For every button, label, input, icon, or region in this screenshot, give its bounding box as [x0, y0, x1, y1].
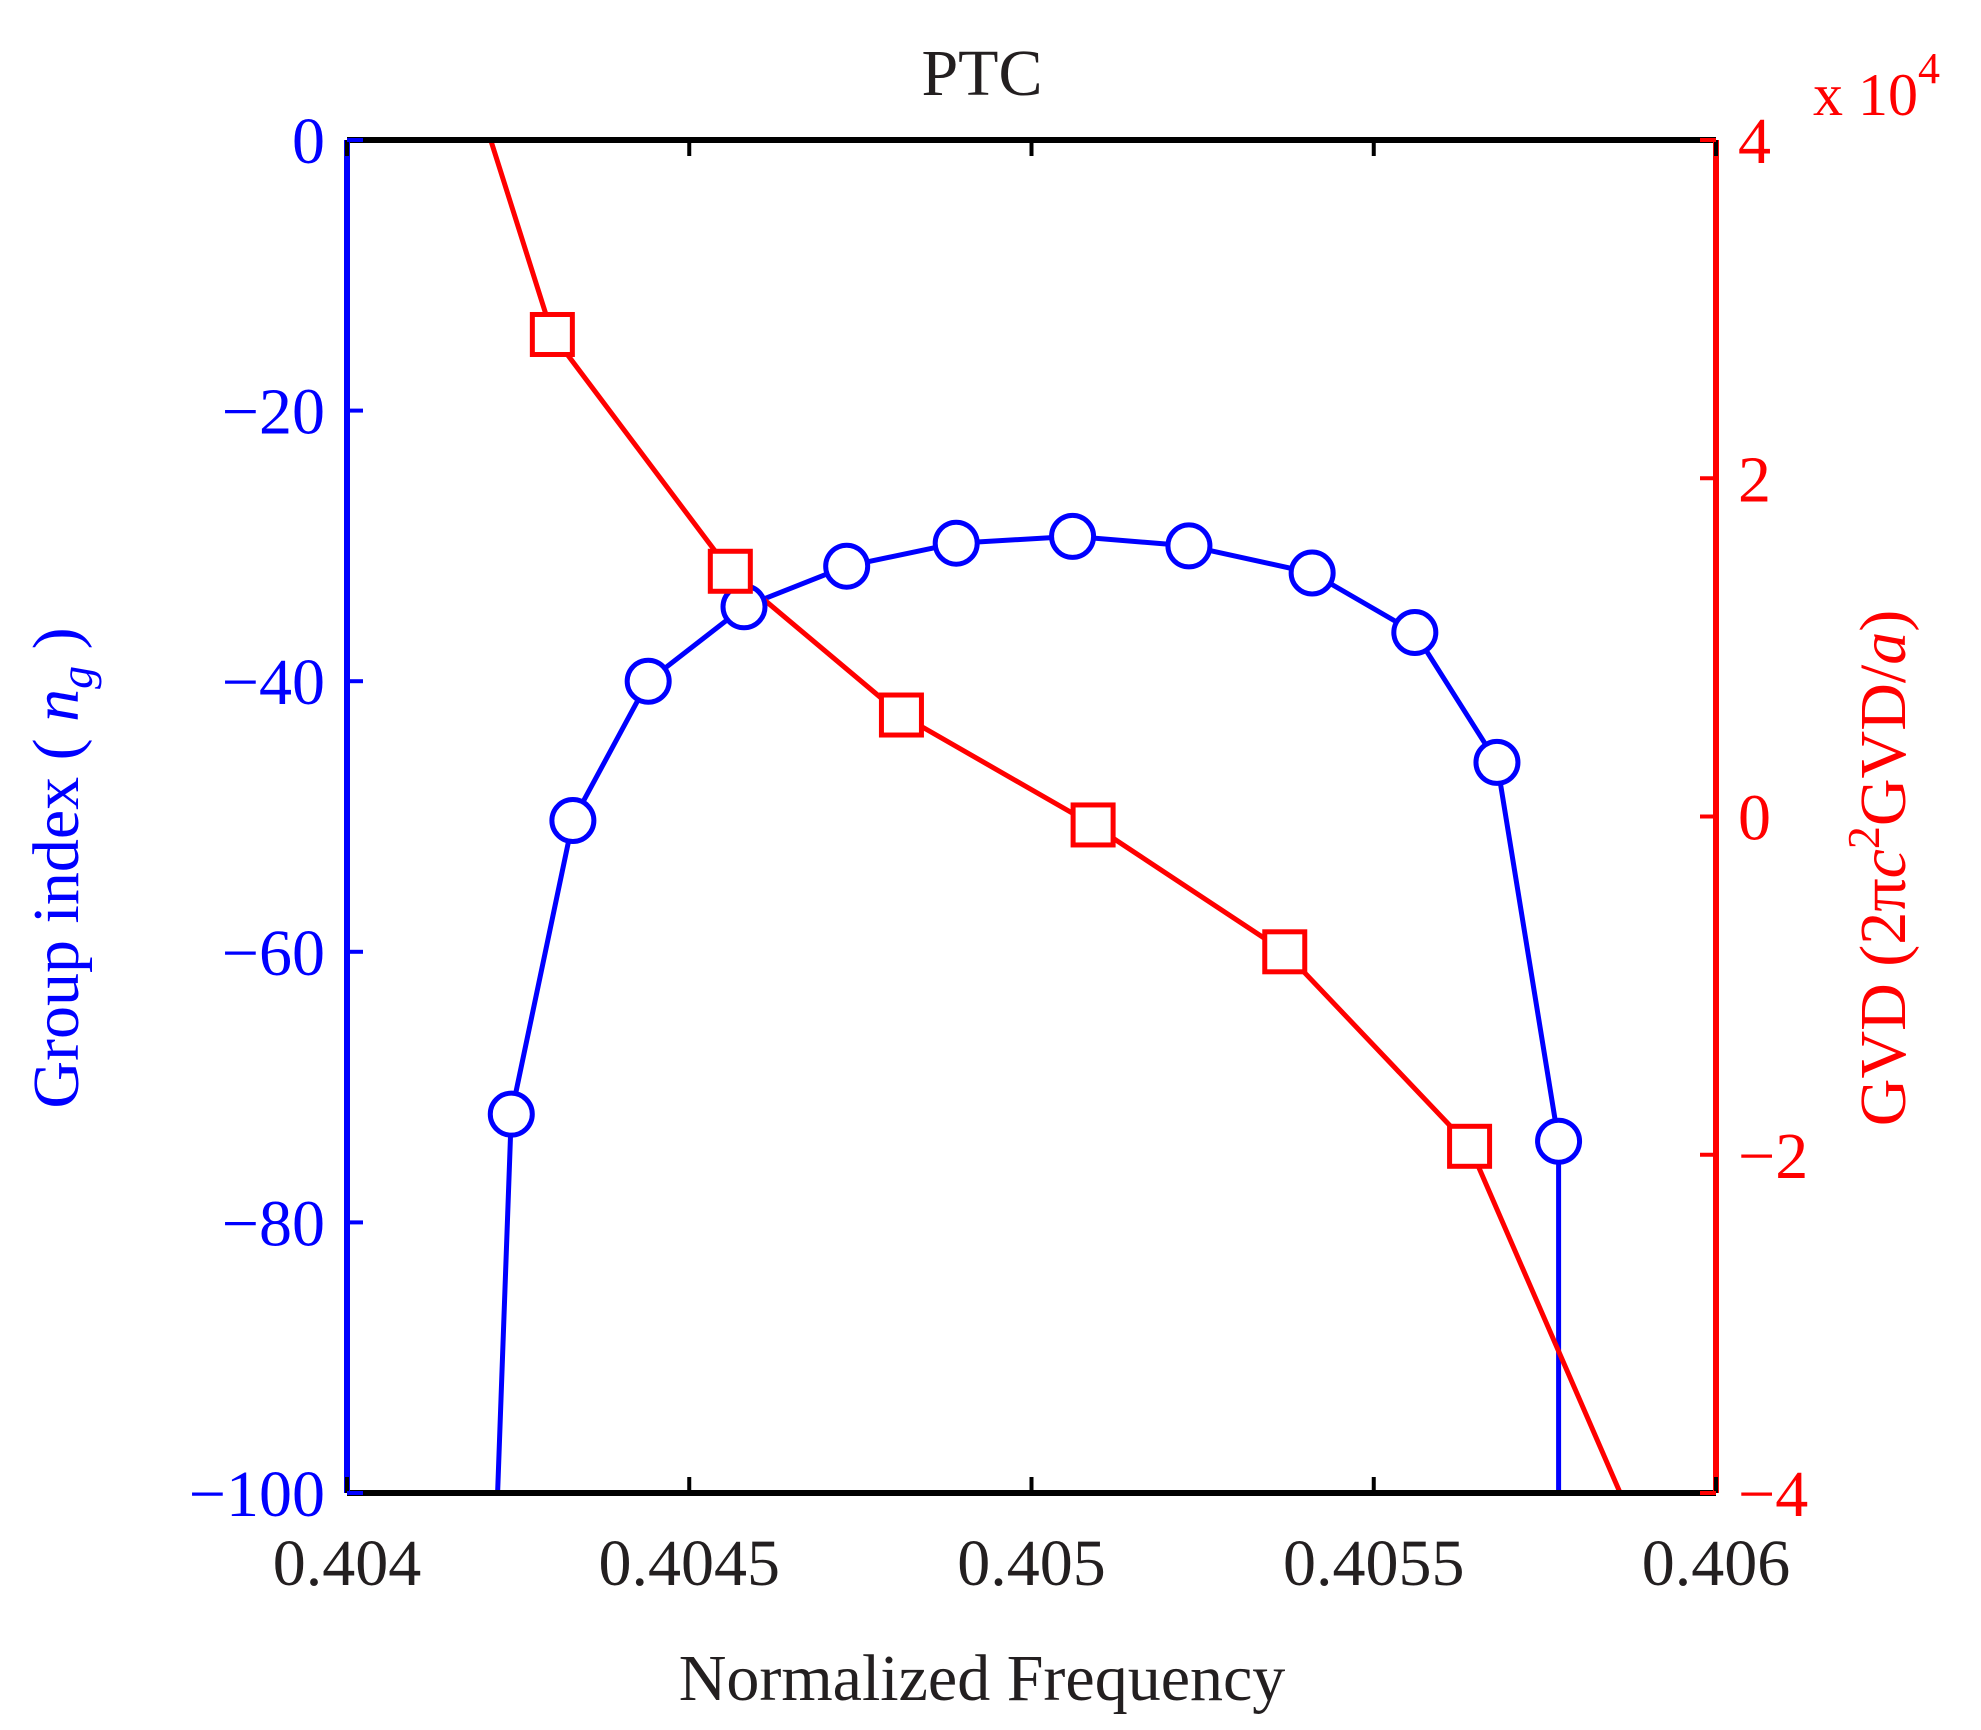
- left-y-tick-label: −80: [222, 1187, 325, 1260]
- group-index-point: [549, 797, 597, 845]
- gvd-point: [1447, 1123, 1493, 1169]
- gvd-point: [1262, 929, 1308, 975]
- right-y-tick-label: 2: [1738, 443, 1771, 516]
- right-axis-label-gvd: GVD/: [1847, 664, 1920, 826]
- right-axis-label-suffix: ): [1847, 610, 1920, 632]
- x-tick-label: 0.405: [957, 1527, 1106, 1600]
- group-index-point: [1535, 1117, 1583, 1165]
- right-axis-multiplier: x 104: [1813, 44, 1940, 128]
- chart-title: PTC: [921, 37, 1042, 110]
- right-axis-label-exponent: 2: [1838, 826, 1889, 849]
- left-axis-label-suffix: ): [20, 627, 93, 665]
- group-index-point: [487, 1090, 535, 1138]
- axes: [344, 137, 1719, 1496]
- gvd-point: [878, 692, 924, 738]
- x-tick-label: 0.4045: [599, 1527, 781, 1600]
- group-index-point: [1049, 512, 1097, 560]
- group-index-line: [495, 533, 1562, 1494]
- group-index-point: [1391, 608, 1439, 656]
- group-index-point: [1165, 522, 1213, 570]
- left-axis-label-prefix: Group index (: [20, 722, 93, 1109]
- left-axis-label-g: g: [51, 666, 102, 689]
- gvd-point: [707, 548, 753, 594]
- gvd-point: [529, 311, 575, 357]
- tick-labels: 0.404 0.4045 0.405 0.4055 0.4060−20−40−60−80…: [189, 105, 1808, 1600]
- x-tick-label: 0.4055: [1283, 1527, 1465, 1600]
- gvd-line: [488, 139, 1623, 1494]
- right-axis-label-c: c: [1847, 849, 1920, 878]
- x-axis-label: Normalized Frequency: [679, 1642, 1286, 1715]
- left-y-tick-label: −60: [222, 917, 325, 990]
- right-y-tick-label: −4: [1738, 1458, 1808, 1531]
- group-index-point: [823, 542, 871, 590]
- plot-area: [488, 139, 1623, 1494]
- series-marks: [487, 311, 1583, 1169]
- left-y-tick-label: −20: [222, 376, 325, 449]
- group-index-point: [1473, 738, 1521, 786]
- left-y-tick-label: −100: [189, 1458, 325, 1531]
- right-y-tick-label: −2: [1738, 1120, 1808, 1193]
- gvd-point: [1070, 802, 1116, 848]
- x-tick-label: 0.404: [273, 1527, 422, 1600]
- right-axis-label-prefix: GVD (2π: [1847, 878, 1920, 1126]
- right-y-tick-label: 4: [1738, 105, 1771, 178]
- right-y-tick-label: 0: [1738, 782, 1771, 855]
- right-axis-multiplier-exponent: 4: [1918, 44, 1940, 93]
- right-axis-label: GVD (2πc2GVD/a): [1838, 610, 1920, 1126]
- left-y-tick-label: 0: [292, 105, 325, 178]
- group-index-point: [932, 519, 980, 567]
- left-axis-label: Group index ( ng ): [20, 627, 102, 1108]
- group-index-point: [624, 657, 672, 705]
- right-axis-label-a: a: [1847, 632, 1920, 665]
- left-y-tick-label: −40: [222, 646, 325, 719]
- left-axis-label-n: n: [20, 689, 93, 722]
- group-index-point: [1288, 549, 1336, 597]
- x-tick-label: 0.406: [1642, 1527, 1791, 1600]
- right-axis-multiplier-base: x 10: [1813, 62, 1918, 128]
